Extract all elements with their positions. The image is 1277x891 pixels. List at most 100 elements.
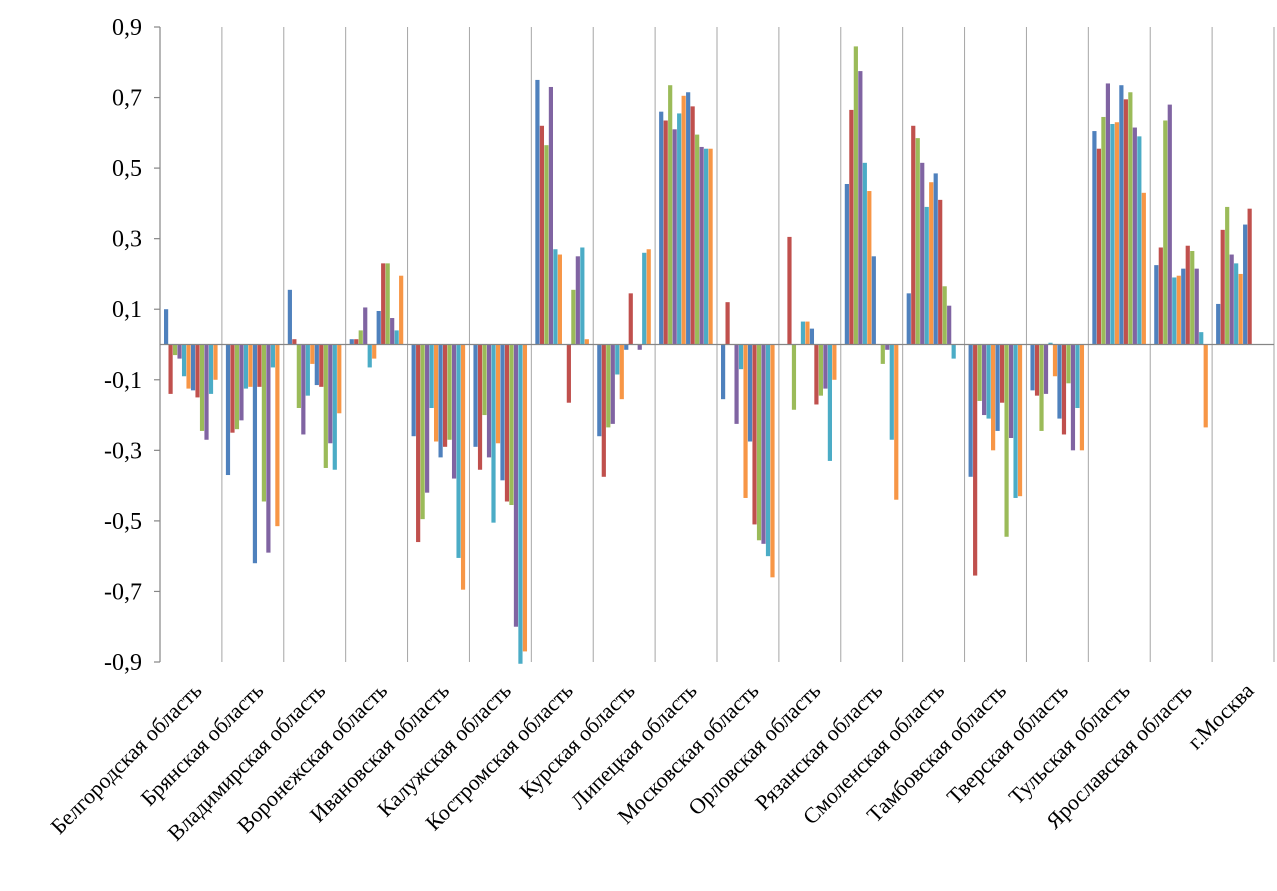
bar [765, 344, 771, 557]
bar [1137, 136, 1142, 345]
bar [204, 344, 209, 440]
y-tick-label: -0,5 [104, 509, 142, 535]
bar [800, 321, 806, 345]
bar [172, 344, 178, 356]
bar [871, 256, 876, 345]
bar [929, 182, 934, 345]
bar [849, 109, 854, 345]
y-tick-label: -0,9 [104, 650, 142, 676]
bar [1243, 224, 1248, 345]
bar [230, 344, 235, 433]
bar [447, 344, 452, 440]
y-tick-label: -0,1 [104, 368, 142, 394]
bar [539, 125, 545, 345]
bar [1057, 344, 1062, 419]
bar [504, 344, 510, 502]
bar [770, 344, 775, 578]
bar [376, 310, 381, 345]
bar [314, 344, 319, 386]
bar [1176, 275, 1181, 345]
bar [646, 249, 651, 345]
bar [1119, 85, 1124, 345]
bar [924, 206, 929, 345]
bar [442, 344, 448, 447]
bar [947, 305, 952, 345]
bar [938, 199, 943, 345]
bar [832, 344, 837, 380]
bar [367, 344, 372, 368]
bar [894, 344, 899, 500]
bar [968, 344, 973, 477]
bar [1220, 229, 1225, 345]
bar [743, 344, 748, 498]
axes [154, 26, 1274, 663]
bar [301, 344, 306, 435]
bar [390, 318, 395, 345]
bar [177, 344, 182, 359]
bar [411, 344, 416, 437]
bar [168, 344, 173, 394]
x-category-label: г.Москва [1182, 678, 1258, 754]
bar [1052, 344, 1058, 377]
bar [477, 344, 483, 470]
bar [1181, 268, 1186, 345]
bar [557, 254, 562, 345]
bar [809, 328, 815, 345]
bar [1101, 116, 1106, 345]
bar [995, 344, 1000, 431]
bar [319, 344, 324, 387]
bar [248, 344, 253, 387]
bar [553, 249, 558, 345]
bar [1167, 104, 1172, 345]
bar [451, 344, 457, 479]
bar [261, 344, 266, 502]
bar [337, 344, 342, 414]
bar [287, 289, 292, 345]
bar [190, 344, 196, 391]
bar [690, 106, 695, 345]
bar [911, 125, 916, 345]
bar [1061, 344, 1067, 435]
bar [1199, 332, 1204, 345]
bar [1203, 344, 1208, 428]
bar [292, 339, 297, 345]
bar [708, 148, 713, 345]
bar [686, 92, 691, 345]
bar [1105, 83, 1110, 345]
bar [252, 344, 258, 564]
bar [1141, 192, 1146, 345]
bar [858, 71, 863, 345]
bar [920, 162, 925, 345]
bar [358, 330, 363, 345]
bar [213, 344, 218, 380]
bar [1190, 251, 1195, 345]
bar [885, 344, 890, 350]
bar [473, 344, 478, 447]
bar [535, 79, 540, 345]
bar [1172, 277, 1177, 345]
bar [486, 344, 492, 458]
bar [695, 134, 700, 345]
bar [332, 344, 337, 470]
bar [1163, 120, 1168, 345]
bar [566, 344, 571, 403]
bar [266, 344, 271, 553]
bar [234, 344, 240, 430]
bar [1123, 99, 1128, 345]
bar [548, 86, 553, 345]
bar [1008, 344, 1014, 438]
bar [500, 344, 505, 481]
bar [208, 344, 214, 394]
bar [544, 145, 549, 345]
bar [225, 344, 231, 476]
bar [491, 344, 496, 523]
bar [973, 344, 978, 576]
y-tick-label: 0,5 [112, 156, 142, 182]
bar [296, 344, 301, 408]
bar [677, 113, 682, 345]
bar [942, 286, 947, 345]
bar [615, 344, 620, 375]
bar [381, 263, 386, 345]
bar [853, 46, 858, 345]
bar [1096, 148, 1102, 345]
